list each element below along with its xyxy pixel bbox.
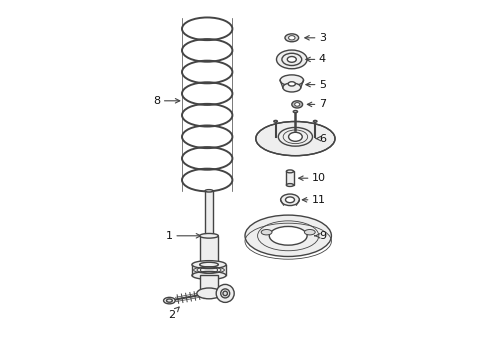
Polygon shape <box>216 290 219 297</box>
Ellipse shape <box>199 234 219 238</box>
Ellipse shape <box>276 50 307 69</box>
Ellipse shape <box>274 120 277 122</box>
Ellipse shape <box>288 82 295 86</box>
Text: 9: 9 <box>315 231 326 241</box>
Ellipse shape <box>278 127 313 146</box>
Ellipse shape <box>261 230 272 235</box>
Ellipse shape <box>286 170 294 173</box>
Ellipse shape <box>223 291 227 296</box>
Ellipse shape <box>293 111 297 113</box>
Polygon shape <box>192 265 226 275</box>
Ellipse shape <box>220 289 230 298</box>
Ellipse shape <box>216 284 234 302</box>
Polygon shape <box>199 275 219 293</box>
Polygon shape <box>286 171 294 185</box>
Ellipse shape <box>292 101 303 108</box>
Ellipse shape <box>304 230 315 235</box>
Polygon shape <box>205 191 213 236</box>
Ellipse shape <box>164 297 175 304</box>
Ellipse shape <box>256 122 335 156</box>
Text: 10: 10 <box>299 173 326 183</box>
Ellipse shape <box>192 261 226 269</box>
Ellipse shape <box>289 132 302 141</box>
Ellipse shape <box>289 36 295 40</box>
Ellipse shape <box>286 197 294 203</box>
Ellipse shape <box>205 190 213 192</box>
Ellipse shape <box>282 53 302 66</box>
Ellipse shape <box>192 271 226 279</box>
Ellipse shape <box>167 299 172 302</box>
Text: 8: 8 <box>153 96 180 106</box>
Ellipse shape <box>287 57 296 62</box>
Ellipse shape <box>314 120 317 122</box>
Ellipse shape <box>294 103 300 106</box>
Ellipse shape <box>281 194 299 206</box>
Text: 7: 7 <box>307 99 326 109</box>
Ellipse shape <box>285 34 298 42</box>
Polygon shape <box>199 236 219 265</box>
Ellipse shape <box>197 288 221 299</box>
Text: 4: 4 <box>306 54 326 64</box>
Text: 11: 11 <box>302 195 326 205</box>
Text: 1: 1 <box>166 231 201 241</box>
Ellipse shape <box>199 262 219 267</box>
Ellipse shape <box>270 226 307 245</box>
Ellipse shape <box>280 75 303 86</box>
Text: 3: 3 <box>305 33 326 43</box>
Ellipse shape <box>286 184 294 186</box>
Ellipse shape <box>283 83 301 92</box>
Text: 6: 6 <box>316 134 326 144</box>
Text: 2: 2 <box>168 307 179 320</box>
Ellipse shape <box>245 215 331 256</box>
Text: 5: 5 <box>306 80 326 90</box>
